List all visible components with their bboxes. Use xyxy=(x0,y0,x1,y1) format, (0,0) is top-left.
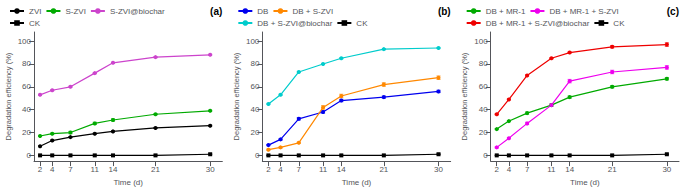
svg-text:14: 14 xyxy=(109,165,118,174)
svg-text:21: 21 xyxy=(379,165,388,174)
svg-text:11: 11 xyxy=(91,165,100,174)
svg-text:11: 11 xyxy=(319,165,328,174)
svg-text:30: 30 xyxy=(434,165,443,174)
svg-text:CK: CK xyxy=(356,19,368,28)
svg-text:30: 30 xyxy=(206,165,215,174)
svg-text:60: 60 xyxy=(22,82,31,91)
svg-text:CK: CK xyxy=(29,19,41,28)
svg-text:4: 4 xyxy=(278,165,283,174)
svg-text:7: 7 xyxy=(68,165,73,174)
svg-text:4: 4 xyxy=(507,165,512,174)
svg-text:(c): (c) xyxy=(667,6,679,17)
svg-text:20: 20 xyxy=(250,128,259,137)
svg-text:DB + MR-1 + S-ZVI: DB + MR-1 + S-ZVI xyxy=(549,7,618,16)
svg-text:2: 2 xyxy=(266,165,271,174)
svg-text:Time (d): Time (d) xyxy=(113,178,143,187)
svg-text:20: 20 xyxy=(22,128,31,137)
svg-text:100: 100 xyxy=(474,37,488,46)
svg-text:(a): (a) xyxy=(210,6,222,17)
svg-text:DB + S-ZVI@biochar: DB + S-ZVI@biochar xyxy=(257,19,332,28)
svg-text:4: 4 xyxy=(50,165,55,174)
svg-text:DB + MR-1 + S-ZVI@biochar: DB + MR-1 + S-ZVI@biochar xyxy=(486,19,590,28)
svg-text:Time (d): Time (d) xyxy=(570,178,600,187)
svg-text:ZVI: ZVI xyxy=(29,7,41,16)
svg-text:14: 14 xyxy=(565,165,574,174)
svg-text:DB + MR-1: DB + MR-1 xyxy=(486,7,526,16)
svg-text:S-ZVI: S-ZVI xyxy=(65,7,85,16)
svg-text:60: 60 xyxy=(250,82,259,91)
svg-text:Degradation efficiency (%): Degradation efficiency (%) xyxy=(232,52,241,140)
svg-text:Time (d): Time (d) xyxy=(342,178,372,187)
svg-text:DB + S-ZVI: DB + S-ZVI xyxy=(292,7,333,16)
svg-text:(b): (b) xyxy=(438,6,451,17)
svg-text:7: 7 xyxy=(297,165,302,174)
svg-text:80: 80 xyxy=(479,59,488,68)
svg-text:80: 80 xyxy=(250,59,259,68)
svg-text:2: 2 xyxy=(495,165,500,174)
svg-text:0: 0 xyxy=(483,151,488,160)
svg-text:60: 60 xyxy=(479,82,488,91)
svg-text:7: 7 xyxy=(525,165,530,174)
svg-text:CK: CK xyxy=(613,19,625,28)
svg-text:0: 0 xyxy=(27,151,32,160)
svg-text:40: 40 xyxy=(22,105,31,114)
svg-text:40: 40 xyxy=(479,105,488,114)
svg-text:21: 21 xyxy=(151,165,160,174)
svg-text:21: 21 xyxy=(608,165,617,174)
svg-text:30: 30 xyxy=(662,165,671,174)
svg-text:Degradation efficiency (%): Degradation efficiency (%) xyxy=(4,52,13,140)
svg-text:11: 11 xyxy=(547,165,556,174)
svg-text:Degradation efficiency (%): Degradation efficiency (%) xyxy=(460,52,469,140)
svg-text:100: 100 xyxy=(246,37,260,46)
svg-text:0: 0 xyxy=(255,151,260,160)
svg-text:S-ZVI@biochar: S-ZVI@biochar xyxy=(110,7,165,16)
svg-text:20: 20 xyxy=(479,128,488,137)
svg-text:DB: DB xyxy=(257,7,268,16)
svg-text:14: 14 xyxy=(337,165,346,174)
svg-text:40: 40 xyxy=(250,105,259,114)
svg-text:100: 100 xyxy=(18,37,32,46)
svg-text:2: 2 xyxy=(38,165,43,174)
svg-text:80: 80 xyxy=(22,59,31,68)
